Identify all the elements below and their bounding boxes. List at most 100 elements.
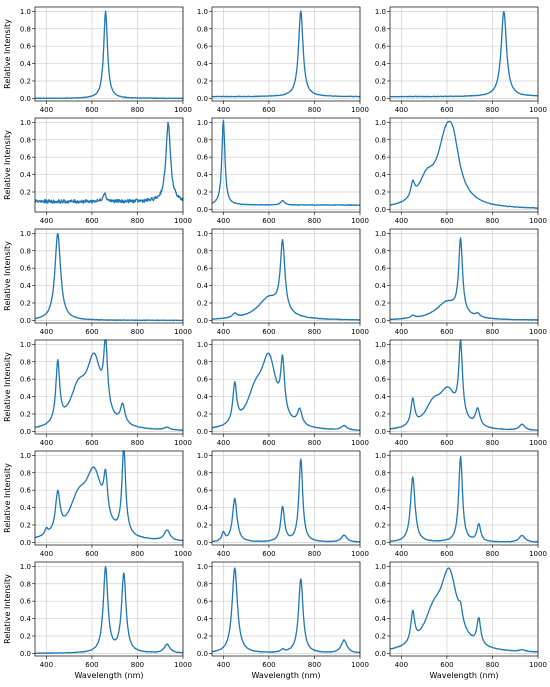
panel-17: 400 600 800 1000 0.0 0.2 0.4 0.6 0.8 1.0 Wavelengt… [197, 561, 369, 680]
y-tick-label: 0.0 [197, 428, 208, 436]
y-tick-label: 0.4 [197, 60, 209, 68]
x-tick-label: 600 [262, 661, 275, 669]
x-tick-label: 1000 [351, 217, 369, 225]
y-tick-label: 0.2 [375, 188, 386, 196]
plot-frame [34, 339, 184, 435]
x-tick-label: 400 [217, 328, 230, 336]
y-tick-label: 1.0 [197, 452, 208, 460]
y-tick-label: 0.8 [20, 469, 31, 477]
panel-1: 400 600 800 1000 0.0 0.2 0.4 0.6 0.8 1.0 Relative … [3, 6, 192, 114]
plot-frame [211, 6, 361, 102]
x-tick-label: 1000 [174, 661, 192, 669]
plot-frame [211, 228, 361, 324]
y-tick-label: 0.2 [375, 632, 386, 640]
spectrum-line [34, 450, 184, 542]
y-tick-label: 0.2 [20, 188, 31, 196]
y-tick-label: 0.0 [375, 317, 386, 325]
y-tick-label: 0.0 [20, 428, 31, 436]
x-tick-label: 1000 [351, 439, 369, 447]
y-tick-label: 0.0 [375, 428, 386, 436]
y-tick-label: 0.0 [20, 95, 31, 103]
y-tick-label: 0.4 [375, 393, 387, 401]
y-tick-label: 0.8 [20, 580, 31, 588]
y-tick-label: 0.2 [20, 77, 31, 85]
spectrum-line [211, 119, 361, 206]
panel-11: 400 600 800 1000 0.0 0.2 0.4 0.6 0.8 1.0 [197, 339, 369, 447]
spectrum-line [34, 232, 184, 322]
y-tick-label: 0.8 [197, 469, 208, 477]
y-tick-label: 0.4 [375, 615, 387, 623]
plot-frame [211, 561, 361, 657]
x-tick-label: 400 [395, 217, 408, 225]
y-tick-label: 0.6 [197, 487, 209, 495]
y-tick-label: 0.0 [197, 650, 208, 658]
x-tick-label: 800 [486, 106, 499, 114]
spectrum-line [34, 121, 184, 204]
y-tick-label: 0.8 [197, 25, 208, 33]
plot-frame [34, 561, 184, 657]
x-tick-label: 600 [440, 328, 453, 336]
x-tick-label: 800 [486, 439, 499, 447]
x-tick-label: 1000 [529, 106, 547, 114]
y-tick-label: 0.2 [375, 299, 386, 307]
x-tick-label: 400 [217, 217, 230, 225]
y-tick-label: 0.8 [197, 358, 208, 366]
y-tick-label: 0.2 [197, 410, 208, 418]
y-axis-label: Relative Intensity [3, 463, 12, 533]
x-tick-label: 600 [262, 106, 275, 114]
spectrum-line [34, 565, 184, 655]
y-axis-label: Relative Intensity [3, 574, 12, 644]
x-tick-label: 800 [131, 661, 144, 669]
spectrum-line [34, 339, 184, 431]
x-tick-label: 1000 [351, 328, 369, 336]
x-tick-label: 800 [131, 328, 144, 336]
y-tick-label: 0.0 [197, 95, 208, 103]
y-tick-label: 1.0 [197, 8, 208, 16]
y-tick-label: 1.0 [375, 452, 386, 460]
y-tick-label: 0.6 [375, 154, 387, 162]
y-tick-label: 1.0 [20, 452, 31, 460]
spectrum-line [211, 10, 361, 98]
y-tick-label: 0.2 [20, 410, 31, 418]
y-tick-label: 0.2 [197, 521, 208, 529]
y-tick-label: 0.8 [20, 136, 31, 144]
spectrum-line [389, 120, 539, 209]
x-tick-label: 400 [217, 661, 230, 669]
x-tick-label: 800 [308, 106, 321, 114]
spectrum-line [211, 352, 361, 431]
y-tick-label: 0.0 [375, 539, 386, 547]
y-tick-label: 0.6 [375, 598, 387, 606]
plot-frame [34, 228, 184, 324]
x-tick-label: 800 [308, 328, 321, 336]
x-axis-label: Wavelength (nm) [74, 671, 143, 680]
x-tick-label: 600 [85, 550, 98, 558]
y-tick-label: 0.4 [197, 504, 209, 512]
x-tick-label: 400 [40, 217, 53, 225]
x-tick-label: 1000 [174, 439, 192, 447]
y-tick-label: 0.0 [375, 206, 386, 214]
panel-16: 400 600 800 1000 0.0 0.2 0.4 0.6 0.8 1.0 Relative … [3, 561, 192, 680]
x-tick-label: 400 [40, 661, 53, 669]
y-tick-label: 1.0 [20, 8, 31, 16]
x-tick-label: 1000 [529, 328, 547, 336]
y-tick-label: 0.4 [20, 171, 32, 179]
y-tick-label: 0.8 [20, 25, 31, 33]
x-tick-label: 1000 [529, 661, 547, 669]
x-tick-label: 1000 [174, 217, 192, 225]
y-tick-label: 0.6 [20, 43, 32, 51]
x-tick-label: 1000 [529, 217, 547, 225]
panel-9: 400 600 800 1000 0.0 0.2 0.4 0.6 0.8 1.0 [375, 228, 547, 336]
x-tick-label: 1000 [351, 550, 369, 558]
x-tick-label: 1000 [351, 106, 369, 114]
y-tick-label: 0.2 [20, 521, 31, 529]
y-tick-label: 0.4 [375, 282, 387, 290]
spectrum-line [389, 339, 539, 432]
y-tick-label: 0.2 [20, 299, 31, 307]
y-tick-label: 0.2 [197, 188, 208, 196]
y-tick-label: 0.2 [197, 632, 208, 640]
spectrum-line [211, 458, 361, 543]
x-tick-label: 600 [85, 328, 98, 336]
spectrum-line [389, 237, 539, 321]
x-tick-label: 600 [262, 217, 275, 225]
x-tick-label: 1000 [351, 661, 369, 669]
